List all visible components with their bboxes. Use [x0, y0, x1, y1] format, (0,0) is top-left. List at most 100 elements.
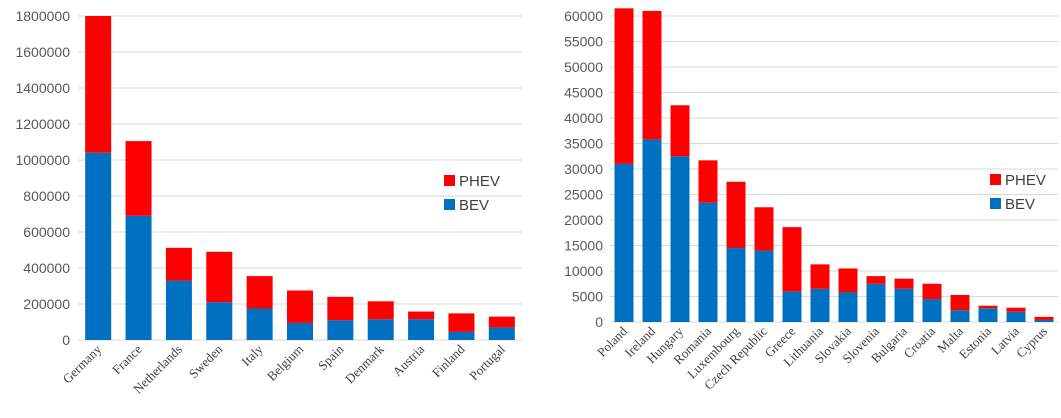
right-bar-phev-lithuania	[810, 264, 830, 289]
left-legend-swatch-bev	[444, 199, 455, 210]
left-x-tick-label: Belgium	[264, 342, 306, 384]
left-x-tick-label: France	[109, 341, 145, 377]
right-bar-phev-greece	[782, 227, 802, 292]
left-bar-bev-belgium	[287, 322, 313, 340]
right-bar-bev-slovakia	[838, 292, 858, 322]
right-bar-bev-greece	[782, 291, 802, 322]
right-bar-bev-hungary	[670, 156, 690, 322]
right-y-tick-label: 50000	[564, 59, 603, 75]
left-bar-bev-netherlands	[165, 280, 192, 340]
left-bar-bev-germany	[85, 152, 112, 340]
left-bar-phev-france	[125, 141, 152, 216]
left-y-tick-label: 1800000	[15, 8, 70, 24]
left-bar-phev-austria	[408, 311, 435, 320]
left-bar-phev-germany	[85, 16, 112, 153]
right-bar-phev-croatia	[922, 283, 942, 300]
left-legend-label-phev: PHEV	[459, 173, 500, 190]
left-y-tick-label: 200000	[23, 296, 70, 312]
left-bar-bev-italy	[246, 308, 273, 340]
right-bar-phev-slovakia	[838, 268, 858, 293]
left-bar-phev-spain	[327, 296, 354, 321]
right-bar-bev-romania	[698, 202, 718, 322]
right-bar-phev-latvia	[1006, 307, 1026, 312]
right-bar-bev-croatia	[922, 299, 942, 322]
left-bar-bev-finland	[448, 331, 475, 340]
right-bar-phev-slovenia	[866, 276, 886, 284]
left-x-tick-label: Denmark	[342, 341, 387, 386]
right-bar-phev-romania	[698, 160, 718, 203]
left-y-tick-label: 400000	[23, 260, 70, 276]
right-legend-label-phev: PHEV	[1005, 172, 1046, 189]
left-y-tick-label: 1000000	[15, 152, 70, 168]
left-bar-bev-sweden	[206, 302, 233, 340]
left-bar-phev-belgium	[287, 290, 313, 323]
left-y-tick-label: 0	[62, 332, 70, 348]
right-bar-bev-latvia	[1006, 311, 1026, 322]
right-y-tick-label: 40000	[564, 110, 603, 126]
left-x-tick-label: Austria	[390, 341, 428, 379]
left-x-tick-label: Italy	[238, 341, 266, 369]
right-x-tick-label: Cyprus	[1013, 324, 1050, 361]
left-bar-phev-netherlands	[165, 247, 192, 281]
left-y-tick-label: 1600000	[15, 44, 70, 60]
right-y-tick-label: 5000	[572, 289, 603, 305]
right-y-tick-label: 55000	[564, 34, 603, 50]
right-legend-swatch-bev	[990, 198, 1001, 209]
right-y-tick-label: 15000	[564, 238, 603, 254]
left-x-tick-label: Finland	[429, 341, 468, 380]
left-bar-phev-sweden	[206, 251, 233, 303]
right-x-tick-label: Estonia	[956, 323, 994, 361]
left-x-tick-label: Portugal	[466, 341, 508, 383]
right-y-tick-label: 30000	[564, 161, 603, 177]
right-y-tick-label: 0	[595, 314, 603, 330]
right-bar-bev-lithuania	[810, 288, 830, 322]
left-bar-bev-austria	[408, 319, 435, 340]
right-bar-bev-bulgaria	[894, 288, 914, 322]
right-bar-bev-ireland	[642, 139, 662, 322]
left-y-tick-label: 1400000	[15, 80, 70, 96]
left-bar-phev-denmark	[367, 301, 394, 320]
right-bar-bev-slovenia	[866, 283, 886, 322]
right-bar-bev-czech-republic	[754, 250, 774, 322]
right-bar-phev-luxembourg	[726, 181, 746, 249]
left-x-tick-label: Spain	[315, 341, 347, 373]
left-bar-bev-portugal	[488, 327, 515, 340]
left-bar-phev-finland	[448, 313, 475, 332]
right-x-tick-label: Croatia	[900, 323, 938, 361]
right-legend-label-bev: BEV	[1005, 196, 1035, 213]
left-bar-phev-portugal	[488, 316, 515, 328]
right-bar-phev-estonia	[978, 305, 998, 309]
right-bar-phev-ireland	[642, 10, 662, 140]
right-bar-bev-poland	[614, 163, 634, 322]
right-y-tick-label: 60000	[564, 8, 603, 24]
left-y-tick-label: 1200000	[15, 116, 70, 132]
left-bar-bev-spain	[327, 320, 354, 340]
right-legend-swatch-phev	[990, 174, 1001, 185]
right-bar-bev-luxembourg	[726, 248, 746, 322]
right-stacked-bar-chart: 0 5000 10000 15000 20000 25000 30000 35000 40000…	[564, 8, 1058, 393]
right-y-tick-label: 45000	[564, 85, 603, 101]
right-bar-phev-malta	[950, 294, 970, 311]
right-y-tick-label: 25000	[564, 187, 603, 203]
right-y-tick-label: 35000	[564, 136, 603, 152]
right-bar-bev-estonia	[978, 308, 998, 322]
left-legend-swatch-phev	[444, 175, 455, 186]
right-bar-phev-czech-republic	[754, 207, 774, 251]
right-bar-bev-cyprus	[1034, 319, 1054, 322]
left-y-tick-label: 800000	[23, 188, 70, 204]
left-legend-label-bev: BEV	[459, 197, 489, 214]
right-bar-phev-poland	[614, 8, 634, 164]
right-bar-phev-cyprus	[1034, 316, 1054, 320]
right-bar-phev-bulgaria	[894, 278, 914, 289]
right-bar-phev-hungary	[670, 105, 690, 157]
left-bar-bev-denmark	[367, 319, 394, 340]
left-y-tick-label: 600000	[23, 224, 70, 240]
right-bar-bev-malta	[950, 310, 970, 322]
left-x-tick-label: Sweden	[186, 341, 226, 381]
left-stacked-bar-chart: 0 200000 400000 600000 800000 1000000 1200000 1…	[15, 8, 522, 397]
right-y-tick-label: 10000	[564, 263, 603, 279]
left-bar-phev-italy	[246, 276, 273, 309]
left-bar-bev-france	[125, 215, 152, 340]
right-y-tick-label: 20000	[564, 212, 603, 228]
